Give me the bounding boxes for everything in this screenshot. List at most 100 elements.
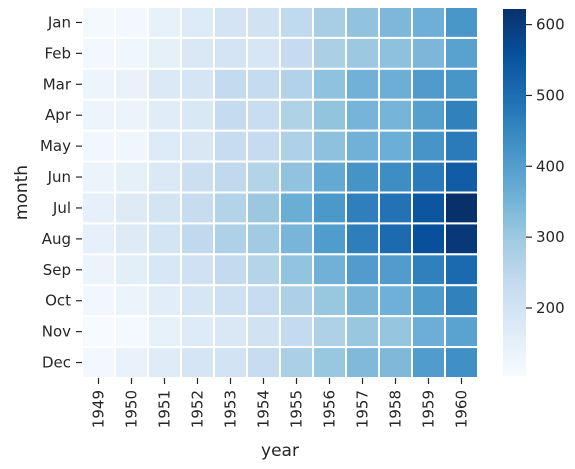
heatmap-cell xyxy=(246,284,281,318)
heatmap-cell xyxy=(411,191,446,225)
heatmap-cell xyxy=(444,36,479,70)
y-tick-label: Dec xyxy=(42,354,71,372)
heatmap-cell xyxy=(444,129,479,163)
heatmap-cell xyxy=(213,222,248,256)
heatmap-cell xyxy=(246,222,281,256)
x-tick-label: 1949 xyxy=(90,390,108,428)
heatmap-cell xyxy=(213,6,248,39)
heatmap-cell xyxy=(345,98,380,132)
heatmap-cell xyxy=(279,129,314,163)
heatmap-cell xyxy=(180,129,215,163)
y-tick-label: Sep xyxy=(43,261,71,279)
heatmap-cell xyxy=(246,129,281,163)
heatmap-cell xyxy=(213,315,248,349)
colorbar-tick-label: 400 xyxy=(536,157,565,175)
x-tick-label: 1953 xyxy=(222,390,240,428)
heatmap-cell xyxy=(246,253,281,287)
x-axis-ticks: 1949 1950 1951 1952 1953 1954 1955 1956 1957 1958… xyxy=(90,378,471,428)
heatmap-cell xyxy=(246,315,281,349)
heatmap-cell xyxy=(312,98,347,132)
heatmap-cell xyxy=(312,191,347,225)
y-tick-label: Mar xyxy=(43,75,72,93)
y-tick-label: Aug xyxy=(42,230,71,248)
y-tick-label: Nov xyxy=(42,323,71,341)
heatmap-cell xyxy=(81,253,116,287)
heatmap-cell xyxy=(378,98,413,132)
heatmap-cell xyxy=(312,6,347,39)
y-tick-label: Oct xyxy=(45,292,71,310)
heatmap-cell xyxy=(81,191,116,225)
x-tick-label: 1959 xyxy=(420,390,438,428)
heatmap-cell xyxy=(444,222,479,256)
heatmap-cell xyxy=(180,284,215,318)
y-axis-ticks: Jan Feb Mar Apr May Jun Jul Aug Sep Oct Nov Dec xyxy=(40,13,82,372)
heatmap-cell xyxy=(246,98,281,132)
heatmap-cell xyxy=(411,284,446,318)
x-axis-label: year xyxy=(261,441,299,461)
x-tick-label: 1955 xyxy=(288,390,306,428)
heatmap-cell xyxy=(279,160,314,194)
heatmap-cell xyxy=(114,98,149,132)
heatmap-cell xyxy=(180,98,215,132)
heatmap-cell xyxy=(444,346,479,380)
colorbar-tick-label: 200 xyxy=(536,299,565,317)
heatmap-cell xyxy=(81,6,116,39)
heatmap-cell xyxy=(279,191,314,225)
heatmap-cell xyxy=(312,253,347,287)
heatmap-cell xyxy=(81,222,116,256)
heatmap-cell xyxy=(279,253,314,287)
heatmap-cell xyxy=(246,346,281,380)
heatmap-cell xyxy=(114,191,149,225)
heatmap-cell xyxy=(114,160,149,194)
y-tick-label: Jun xyxy=(47,168,71,186)
heatmap-cell xyxy=(411,6,446,39)
heatmap-cell xyxy=(411,253,446,287)
heatmap-cell xyxy=(444,67,479,101)
heatmap-cell xyxy=(312,129,347,163)
colorbar-tick-label: 600 xyxy=(536,16,565,34)
heatmap-cell xyxy=(345,284,380,318)
heatmap-cell xyxy=(378,191,413,225)
x-tick-label: 1951 xyxy=(156,390,174,428)
heatmap-cell xyxy=(378,253,413,287)
heatmap-cell xyxy=(81,98,116,132)
heatmap-cell xyxy=(147,129,182,163)
heatmap-cell xyxy=(411,129,446,163)
heatmap-cell xyxy=(246,6,281,39)
y-tick-label: Jul xyxy=(52,199,71,217)
heatmap-cell xyxy=(114,67,149,101)
heatmap-cell xyxy=(246,67,281,101)
heatmap-cell xyxy=(147,36,182,70)
heatmap-cell xyxy=(345,191,380,225)
heatmap-cell xyxy=(81,36,116,70)
heatmap-cell xyxy=(312,222,347,256)
heatmap-cell xyxy=(147,253,182,287)
heatmap-cell xyxy=(411,346,446,380)
heatmap-cell xyxy=(345,346,380,380)
heatmap-cell xyxy=(180,160,215,194)
heatmap-cell xyxy=(213,36,248,70)
heatmap-cell xyxy=(378,222,413,256)
x-tick-label: 1950 xyxy=(123,390,141,428)
heatmap-cells xyxy=(81,6,479,380)
heatmap-cell xyxy=(411,36,446,70)
heatmap-cell xyxy=(180,346,215,380)
colorbar-tick-label: 300 xyxy=(536,228,565,246)
heatmap-cell xyxy=(345,315,380,349)
heatmap-cell xyxy=(81,315,116,349)
heatmap-cell xyxy=(114,129,149,163)
heatmap-cell xyxy=(279,222,314,256)
heatmap-cell xyxy=(345,253,380,287)
heatmap-cell xyxy=(147,6,182,39)
y-tick-label: Jan xyxy=(47,13,71,31)
heatmap-cell xyxy=(213,284,248,318)
heatmap-cell xyxy=(444,284,479,318)
heatmap-cell xyxy=(345,6,380,39)
heatmap-cell xyxy=(411,98,446,132)
heatmap-cell xyxy=(444,191,479,225)
heatmap-cell xyxy=(147,67,182,101)
heatmap-cell xyxy=(345,129,380,163)
x-tick-label: 1958 xyxy=(387,390,405,428)
heatmap-cell xyxy=(147,98,182,132)
